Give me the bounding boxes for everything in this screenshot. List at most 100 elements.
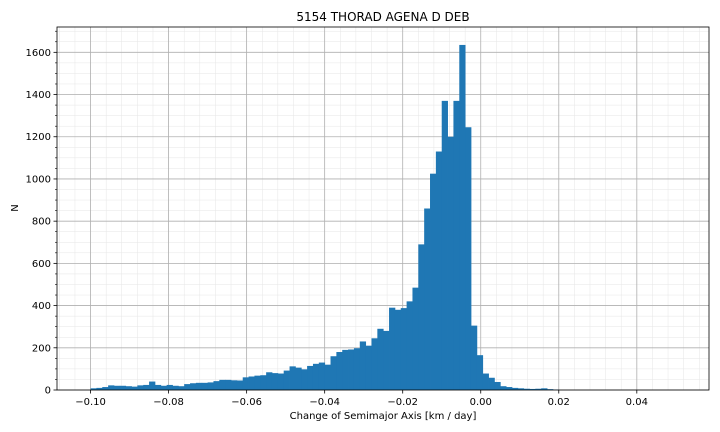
histogram-bar <box>494 381 501 390</box>
histogram-bar <box>225 379 232 390</box>
x-axis-ticks: −0.10 −0.08 −0.06 −0.04 −0.02 0.00 0.02 0.04 <box>75 390 648 408</box>
histogram-bar <box>330 356 337 390</box>
histogram-bar <box>207 382 214 390</box>
histogram-bar <box>190 383 197 390</box>
histogram-bar <box>178 386 185 390</box>
histogram-bar <box>470 325 478 390</box>
x-tick-label: −0.02 <box>387 397 418 408</box>
y-tick-label: 1400 <box>26 90 51 101</box>
histogram-bar <box>184 384 191 390</box>
x-tick-label: −0.04 <box>309 397 340 408</box>
x-tick-label: −0.10 <box>75 397 106 408</box>
histogram-bar <box>547 389 554 390</box>
histogram-bar <box>201 382 209 390</box>
histogram-bar <box>441 100 448 391</box>
plot-frame <box>56 26 710 391</box>
histogram-bar <box>143 384 150 390</box>
histogram-bar <box>324 364 331 390</box>
histogram-bar <box>102 387 109 390</box>
histogram-bar <box>359 341 367 390</box>
histogram-bar <box>248 376 255 390</box>
histogram-bar <box>125 386 132 390</box>
histogram-bar <box>119 385 127 390</box>
histogram-bar <box>301 369 308 390</box>
histogram-bar <box>271 373 279 390</box>
y-tick-label: 1200 <box>26 132 51 143</box>
x-tick-label: 0.02 <box>548 397 570 408</box>
histogram-bar <box>371 338 378 390</box>
histogram-bar <box>453 100 460 391</box>
histogram-bar <box>353 348 361 390</box>
histogram-bar <box>383 330 390 390</box>
histogram-bars <box>90 44 560 391</box>
y-tick-label: 600 <box>32 259 51 270</box>
y-tick-label: 1000 <box>26 174 51 185</box>
histogram-bar <box>412 287 419 390</box>
histogram-bar <box>195 382 203 390</box>
histogram-bar <box>447 136 454 390</box>
histogram-bar <box>500 386 507 390</box>
histogram-bar <box>90 388 97 390</box>
histogram-bar <box>137 385 144 390</box>
histogram-bar <box>166 384 173 390</box>
histogram-bar <box>406 301 413 390</box>
y-tick-label: 800 <box>32 217 51 228</box>
histogram-bar <box>213 381 220 390</box>
histogram-bar <box>465 127 472 390</box>
histogram-bar <box>523 388 530 390</box>
histogram-bar <box>506 387 513 390</box>
histogram-bar <box>424 208 431 390</box>
y-tick-label: 1600 <box>26 48 51 59</box>
histogram-bar <box>160 385 168 390</box>
x-tick-label: −0.08 <box>153 397 184 408</box>
histogram-bar <box>365 345 372 390</box>
histogram-bar <box>242 377 249 390</box>
histogram-bar <box>529 388 536 390</box>
histogram-bar <box>418 244 425 390</box>
histogram-bar <box>219 379 226 390</box>
histogram-bar <box>283 370 290 390</box>
y-tick-label: 400 <box>32 301 51 312</box>
histogram-bar <box>348 349 355 390</box>
histogram-bar <box>266 372 273 390</box>
y-axis-ticks: 0 200 400 600 800 1000 1200 1400 1600 <box>26 30 57 397</box>
x-axis-label: Change of Semimajor Axis [km / day] <box>290 411 477 422</box>
histogram-bar <box>307 365 314 390</box>
histogram-bar <box>231 380 238 390</box>
histogram-bar <box>342 349 349 390</box>
y-tick-label: 200 <box>32 343 51 354</box>
x-tick-label: −0.06 <box>231 397 262 408</box>
x-tick-label: 0.00 <box>470 397 492 408</box>
histogram-bar <box>277 373 285 390</box>
histogram-bar <box>435 151 443 390</box>
histogram-bar <box>108 385 115 390</box>
histogram-bar <box>236 380 244 390</box>
histogram-bar <box>511 387 519 390</box>
histogram-bar <box>289 366 296 390</box>
histogram-bar <box>172 385 179 390</box>
histogram-bar <box>113 385 121 390</box>
histogram-bar <box>260 375 267 390</box>
histogram-bar <box>295 367 302 390</box>
histogram-bar <box>131 386 138 390</box>
histogram-bar <box>318 362 326 390</box>
histogram-bar <box>535 388 542 390</box>
y-tick-label: 0 <box>45 386 51 397</box>
histogram-bar <box>459 44 466 390</box>
histogram-bar <box>377 328 384 390</box>
histogram-bar <box>541 388 548 390</box>
histogram-bar <box>312 363 320 390</box>
histogram-bar <box>336 352 343 390</box>
histogram-bar <box>488 377 495 390</box>
histogram-bar <box>149 381 156 390</box>
histogram-bar <box>476 355 484 390</box>
x-tick-label: 0.04 <box>626 397 648 408</box>
histogram-bar <box>154 384 162 390</box>
y-axis-label: N <box>10 204 21 211</box>
histogram-bar <box>96 387 103 390</box>
histogram-bar <box>400 308 408 390</box>
histogram-bar <box>389 307 396 390</box>
histogram-bar <box>430 173 437 390</box>
histogram-bar <box>254 375 261 390</box>
